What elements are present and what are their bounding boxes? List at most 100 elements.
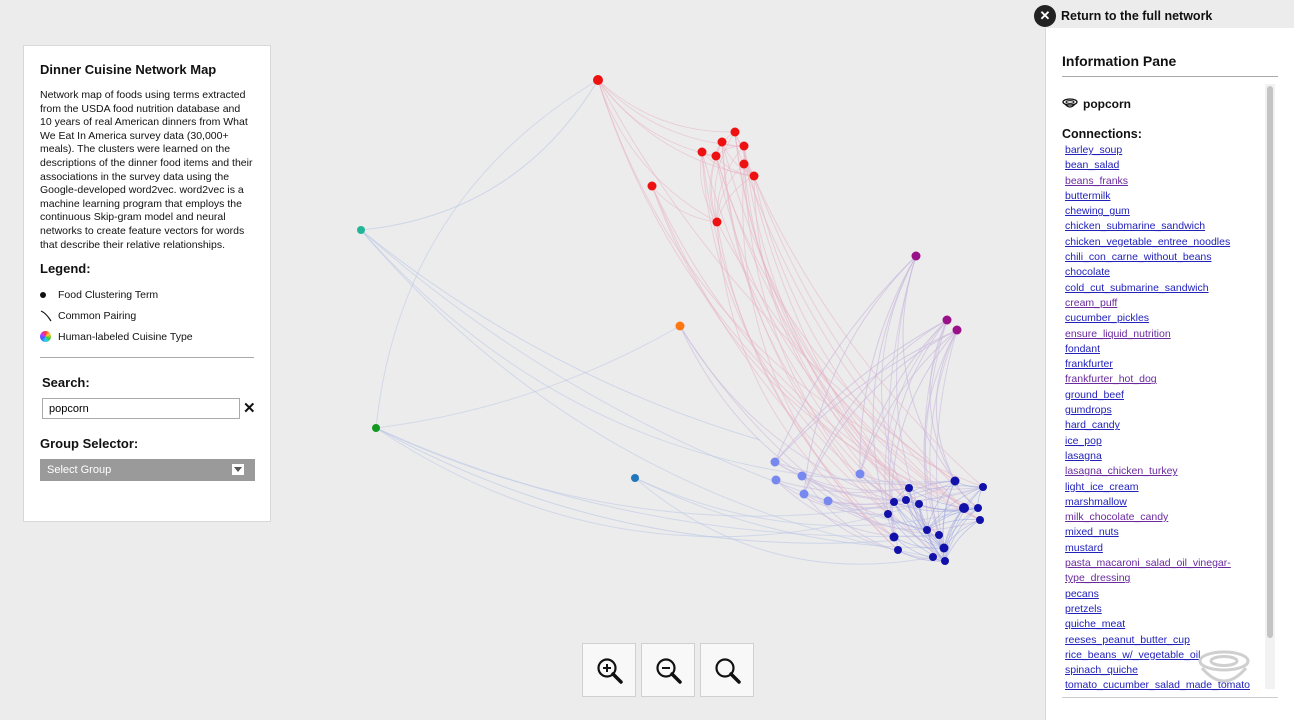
connection-link[interactable]: quiche_meat [1065,618,1126,631]
connection-item: reeses_peanut_butter_cup [1065,633,1278,648]
food-node-red[interactable] [711,151,721,161]
connection-link[interactable]: milk_chocolate_candy [1065,511,1169,524]
connection-link[interactable]: cucumber_pickles [1065,312,1150,325]
pairing-edge [716,175,755,223]
connection-link[interactable]: light_ice_cream [1065,480,1139,493]
connection-link[interactable]: ensure_liquid_nutrition [1065,327,1171,340]
food-node-lightblue[interactable] [855,469,865,479]
zoom-out-button[interactable] [641,643,695,697]
pairing-edge [743,145,946,562]
food-node-lightblue[interactable] [771,475,781,485]
connection-link[interactable]: mixed_nuts [1065,526,1119,539]
pairing-edge [360,79,599,231]
food-node-red[interactable] [730,127,740,137]
food-node-lightblue[interactable] [797,471,807,481]
connection-link[interactable]: bean_salad [1065,159,1120,172]
pairing-edge [774,255,917,463]
connection-link[interactable]: frankfurter [1065,358,1113,371]
food-node-navy[interactable] [902,496,910,504]
connection-link[interactable]: spinach_quiche [1065,664,1138,677]
information-pane-content[interactable]: popcorn Connections: barley_soup bean_sal… [1062,85,1278,698]
connection-link[interactable]: ice_pop [1065,434,1102,447]
food-node-navy[interactable] [894,546,902,554]
search-input[interactable] [42,398,240,420]
connection-link[interactable]: cream_puff [1065,296,1118,309]
connection-link[interactable]: chocolate [1065,266,1110,279]
food-node-purple[interactable] [911,251,921,261]
information-pane-title: Information Pane [1062,53,1177,69]
pairing-edge [716,163,745,223]
connection-link[interactable]: hard_candy [1065,419,1120,432]
food-node-purple[interactable] [942,315,952,325]
connection-item: cream_puff [1065,296,1278,311]
connection-link[interactable]: pecans [1065,587,1099,600]
food-node-navy[interactable] [889,532,899,542]
return-to-full-network-button[interactable]: ✕ Return to the full network [1034,5,1212,27]
connection-link[interactable]: fondant [1065,342,1101,355]
food-node-navy[interactable] [979,483,987,491]
scrollbar-thumb[interactable] [1267,86,1273,638]
connection-link[interactable]: pasta_macaroni_salad_oil_vinegar-type_dr… [1065,557,1231,585]
food-node-teal[interactable] [357,226,365,234]
connection-link[interactable]: lasagna_chicken_turkey [1065,465,1178,478]
connection-link[interactable]: barley_soup [1065,144,1123,156]
connection-link[interactable]: beans_franks [1065,174,1129,187]
connection-link[interactable]: cold_cut_submarine_sandwich [1065,281,1209,294]
connection-link[interactable]: gumdrops [1065,404,1112,417]
food-node-navy[interactable] [939,543,949,553]
food-node-green[interactable] [372,424,380,432]
close-icon: ✕ [1034,5,1056,27]
food-node-navy[interactable] [974,504,982,512]
food-node-red[interactable] [739,159,749,169]
connection-link[interactable]: chicken_submarine_sandwich [1065,220,1206,233]
connection-link[interactable]: reeses_peanut_butter_cup [1065,633,1190,646]
connection-link[interactable]: rice_beans_w/_vegetable_oil [1065,648,1201,661]
connection-link[interactable]: chewing_gum [1065,205,1130,218]
connection-item: chili_con_carne_without_beans [1065,250,1278,265]
food-node-navy[interactable] [950,476,960,486]
food-node-navy[interactable] [959,503,969,513]
connection-link[interactable]: marshmallow [1065,495,1127,508]
connection-link[interactable]: chili_con_carne_without_beans [1065,251,1212,264]
food-node-navy[interactable] [884,510,892,518]
connection-link[interactable]: mustard [1065,541,1103,554]
zoom-in-button[interactable] [582,643,636,697]
food-node-red[interactable] [749,171,759,181]
pairing-edge [926,507,979,531]
food-node-navy[interactable] [923,526,931,534]
food-node-orange[interactable] [675,321,685,331]
food-node-red[interactable] [739,141,749,151]
connection-item: mixed_nuts [1065,525,1278,540]
group-selector-dropdown[interactable]: Select Group [40,459,255,482]
connection-link[interactable]: frankfurter_hot_dog [1065,373,1157,386]
food-node-red[interactable] [593,75,603,85]
food-node-navy[interactable] [890,498,898,506]
connection-link[interactable]: buttermilk [1065,189,1111,202]
connection-item: tomato_cucumber_salad_made_tomato [1065,678,1278,693]
food-node-red[interactable] [712,217,722,227]
food-node-red[interactable] [717,137,727,147]
food-node-navy[interactable] [929,553,937,561]
food-node-navy[interactable] [976,516,984,524]
food-node-lightblue[interactable] [770,457,780,467]
connection-link[interactable]: tomato_cucumber_salad_made_tomato [1065,679,1251,692]
food-node-blue[interactable] [631,474,639,482]
pairing-edge [803,319,948,495]
connection-link[interactable]: pretzels [1065,602,1102,615]
food-node-navy[interactable] [935,531,943,539]
food-node-lightblue[interactable] [823,496,833,506]
clear-search-icon[interactable]: ✕ [243,400,256,418]
connection-link[interactable]: ground_beef [1065,388,1124,401]
connection-link[interactable]: chicken_vegetable_entree_noodles [1065,235,1231,248]
zoom-reset-button[interactable] [700,643,754,697]
food-node-navy[interactable] [915,500,923,508]
food-node-lightblue[interactable] [799,489,809,499]
food-node-navy[interactable] [941,557,949,565]
food-node-purple[interactable] [952,325,962,335]
food-node-navy[interactable] [905,484,913,492]
food-node-red[interactable] [697,147,707,157]
food-node-red[interactable] [647,181,657,191]
connection-link[interactable]: lasagna [1065,449,1102,462]
